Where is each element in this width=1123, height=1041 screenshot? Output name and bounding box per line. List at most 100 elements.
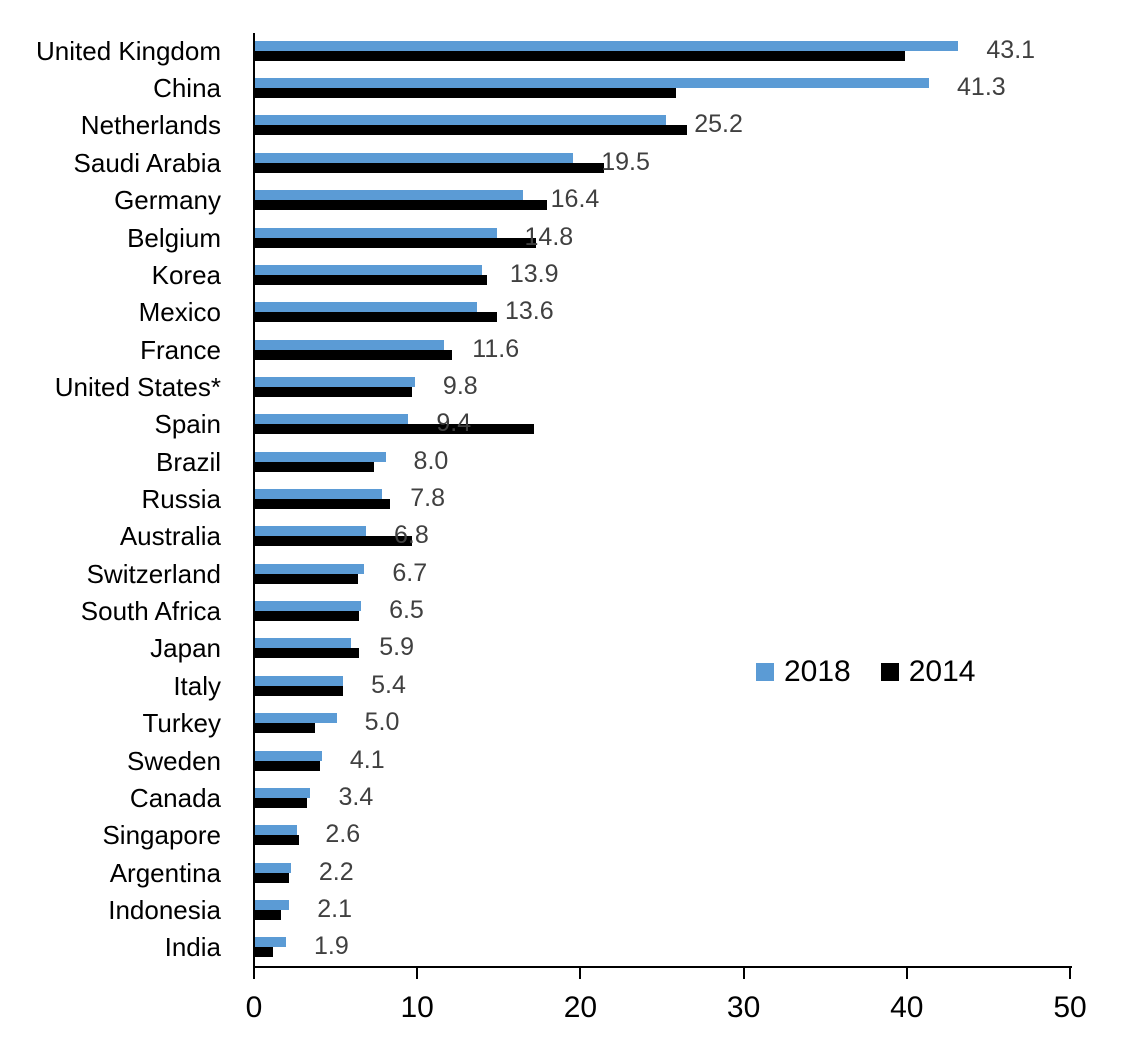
bar-2018-germany: [255, 190, 523, 201]
category-label-argentina: Argentina: [109, 857, 221, 888]
bar-2018-korea: [255, 264, 482, 275]
bar-2018-india: [255, 937, 286, 948]
x-tick-label-10: 10: [400, 991, 434, 1024]
value-label-spain: 9.4: [436, 409, 472, 438]
bar-2014-singapore: [255, 835, 300, 846]
category-label-saudi-arabia: Saudi Arabia: [73, 147, 221, 178]
bar-2014-south-africa: [255, 611, 360, 622]
value-label-turkey: 5.0: [364, 708, 400, 737]
x-tick-label-0: 0: [245, 991, 263, 1024]
value-label-saudi-arabia: 19.5: [601, 147, 650, 176]
bar-2018-australia: [255, 526, 366, 537]
bar-2018-singapore: [255, 825, 298, 836]
bar-2018-russia: [255, 489, 383, 500]
category-label-belgium: Belgium: [127, 222, 221, 253]
x-tick-20: [579, 967, 582, 979]
value-label-china: 41.3: [957, 73, 1006, 102]
bar-2018-united-states: [255, 376, 415, 387]
value-label-india: 1.9: [314, 932, 349, 961]
value-label-brazil: 8.0: [413, 446, 449, 475]
x-tick-label-30: 30: [726, 991, 761, 1024]
category-label-united-states: United States*: [54, 371, 221, 402]
category-label-australia: Australia: [119, 521, 221, 552]
bar-2018-argentina: [255, 862, 291, 873]
bar-2018-south-africa: [255, 601, 362, 612]
x-tick-0: [253, 967, 255, 979]
value-label-south-africa: 6.5: [389, 596, 424, 625]
value-label-singapore: 2.6: [325, 820, 361, 849]
value-label-russia: 7.8: [410, 484, 446, 513]
value-label-mexico: 13.6: [504, 297, 554, 326]
bar-2014-brazil: [255, 461, 375, 472]
bar-2014-china: [255, 88, 677, 99]
bar-2014-india: [255, 947, 273, 958]
bar-2014-netherlands: [255, 125, 688, 136]
x-tick-10: [416, 967, 419, 979]
bar-2018-spain: [255, 414, 409, 425]
legend-swatch-2014-icon: [880, 663, 899, 681]
bar-2014-sweden: [255, 760, 321, 771]
value-label-germany: 16.4: [550, 185, 600, 214]
bar-2014-united-states: [255, 386, 412, 397]
bar-2014-indonesia: [255, 909, 282, 920]
bar-2018-netherlands: [255, 115, 667, 126]
bar-2018-united-kingdom: [255, 40, 959, 51]
category-label-japan: Japan: [150, 633, 221, 664]
category-label-mexico: Mexico: [138, 297, 221, 328]
bar-2018-saudi-arabia: [255, 152, 574, 163]
bar-2014-korea: [255, 274, 487, 285]
value-label-sweden: 4.1: [349, 745, 385, 774]
category-label-indonesia: Indonesia: [108, 894, 221, 925]
bar-2018-indonesia: [255, 899, 290, 910]
value-label-france: 11.6: [472, 334, 520, 363]
bar-2018-canada: [255, 787, 311, 798]
legend-swatch-2018-icon: [756, 663, 774, 681]
x-tick-40: [905, 967, 908, 979]
value-label-italy: 5.4: [371, 670, 406, 699]
bar-2014-canada: [255, 797, 308, 808]
x-tick-label-50: 50: [1053, 991, 1087, 1024]
bar-2014-france: [255, 349, 453, 360]
legend-label-2014: 2014: [908, 655, 976, 688]
category-label-russia: Russia: [141, 484, 221, 515]
category-label-south-africa: South Africa: [80, 596, 221, 627]
value-label-korea: 13.9: [509, 259, 559, 288]
value-label-australia: 6.8: [393, 521, 429, 550]
category-label-united-kingdom: United Kingdom: [36, 35, 221, 66]
bar-2014-belgium: [255, 237, 536, 248]
value-label-argentina: 2.2: [318, 857, 354, 886]
category-label-brazil: Brazil: [155, 446, 221, 477]
bar-2014-russia: [255, 499, 391, 510]
category-label-singapore: Singapore: [102, 820, 221, 851]
legend-entry-2018: 2018: [756, 657, 851, 687]
value-label-indonesia: 2.1: [317, 894, 353, 923]
bar-2018-japan: [255, 638, 352, 649]
y-axis-line: [253, 33, 255, 979]
category-label-turkey: Turkey: [142, 708, 222, 739]
legend-entry-2014: 2014: [880, 655, 976, 688]
value-label-switzerland: 6.7: [392, 558, 428, 587]
bar-2018-brazil: [255, 451, 386, 462]
bar-2018-switzerland: [255, 563, 365, 574]
x-tick-50: [1069, 967, 1071, 979]
legend: 2018 2014: [756, 657, 976, 687]
bar-2014-japan: [255, 648, 360, 659]
category-label-switzerland: Switzerland: [86, 558, 221, 589]
x-tick-label-20: 20: [563, 991, 598, 1024]
category-label-italy: Italy: [173, 670, 221, 701]
bar-2014-united-kingdom: [255, 50, 905, 61]
value-label-belgium: 14.8: [524, 222, 574, 251]
category-label-france: France: [140, 334, 221, 365]
bar-2014-mexico: [255, 312, 497, 323]
legend-label-2018: 2018: [784, 655, 851, 688]
bar-2014-italy: [255, 685, 344, 696]
value-label-united-kingdom: 43.1: [986, 35, 1036, 64]
category-label-korea: Korea: [151, 259, 221, 290]
category-label-sweden: Sweden: [127, 745, 221, 776]
category-label-canada: Canada: [129, 782, 221, 813]
bar-2018-china: [255, 78, 930, 89]
value-label-united-states: 9.8: [442, 371, 478, 400]
value-label-canada: 3.4: [338, 782, 374, 811]
bar-2018-belgium: [255, 227, 497, 238]
